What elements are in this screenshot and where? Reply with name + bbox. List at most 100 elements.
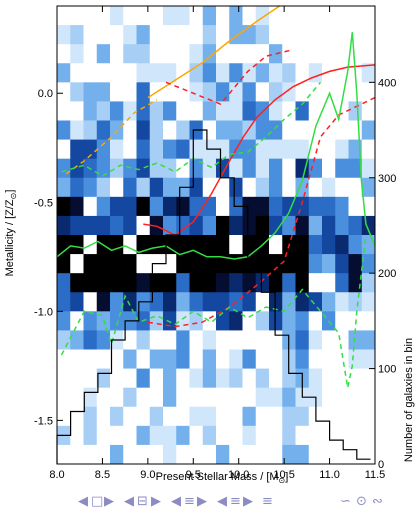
heatmap-cell — [348, 44, 363, 64]
heatmap-cell — [123, 63, 137, 83]
heatmap-cell — [242, 139, 257, 160]
heatmap-cell — [149, 273, 164, 293]
nav-icon-6[interactable]: ◀ — [171, 494, 181, 509]
heatmap-cell — [242, 368, 257, 389]
heatmap-cell — [335, 425, 349, 446]
heatmap-cell — [229, 25, 243, 45]
nav-icon-14[interactable]: ⊙ — [356, 494, 367, 509]
heatmap-cell — [322, 196, 336, 217]
heatmap-cell — [282, 387, 296, 408]
nav-icon-12[interactable]: ≡ — [262, 494, 273, 509]
nav-icon-0[interactable]: ◀ — [78, 494, 88, 509]
heatmap-cell — [83, 44, 98, 64]
heatmap-cell — [335, 273, 349, 293]
heatmap-cell — [70, 120, 84, 141]
heatmap-cell — [242, 235, 257, 255]
heatmap-cell — [216, 292, 230, 312]
heatmap-cell — [163, 25, 177, 45]
heatmap-cell — [149, 368, 164, 389]
heatmap-cell — [123, 292, 137, 312]
heatmap-cell — [149, 292, 164, 312]
heatmap-cell — [149, 101, 164, 121]
heatmap-cell — [242, 406, 257, 427]
heatmap-cell — [96, 425, 111, 446]
nav-icon-4[interactable]: ⊟ — [137, 494, 148, 509]
heatmap-cell — [348, 120, 363, 141]
heatmap-cell — [70, 292, 84, 312]
heatmap-cell — [136, 63, 151, 83]
heatmap-cell — [189, 196, 204, 217]
heatmap-cell — [123, 387, 137, 408]
heatmap-cell — [229, 406, 243, 427]
heatmap-cell — [136, 120, 151, 141]
heatmap-cell — [348, 235, 363, 255]
heatmap-cell — [110, 387, 124, 408]
heatmap-cell — [96, 387, 111, 408]
heatmap-cell — [110, 406, 124, 427]
heatmap-cell — [308, 82, 323, 102]
heatmap-cell — [176, 425, 190, 446]
heatmap-cell — [322, 273, 336, 293]
heatmap-cell — [322, 6, 336, 26]
nav-icon-15[interactable]: ∾ — [372, 494, 383, 509]
heatmap-cell — [176, 349, 190, 370]
heatmap-cell — [176, 101, 190, 121]
heatmap-cell — [202, 425, 217, 446]
heatmap-cell — [282, 6, 296, 26]
heatmap-cell — [229, 158, 243, 179]
heatmap-cell — [282, 444, 296, 465]
y2-tick-label: 300 — [378, 173, 396, 185]
nav-icon-11[interactable]: ▶ — [243, 494, 253, 509]
nav-icon-8[interactable]: ▶ — [197, 494, 207, 509]
heatmap-cell — [70, 330, 84, 350]
histogram — [56, 129, 371, 464]
heatmap-cell — [308, 292, 323, 312]
heatmap-cell — [163, 6, 177, 26]
heatmap-cell — [322, 25, 336, 45]
heatmap-cell — [282, 311, 296, 331]
nav-icon-13[interactable]: ∽ — [340, 494, 351, 509]
nav-icon-3[interactable]: ◀ — [124, 494, 134, 509]
heatmap-cell — [189, 273, 204, 293]
heatmap-cell — [176, 44, 190, 64]
heatmap-cell — [70, 406, 84, 427]
heatmap-cell — [348, 254, 363, 274]
heatmap-cell — [269, 101, 283, 121]
heatmap-cell — [163, 273, 177, 293]
heatmap-cell — [361, 311, 376, 331]
heatmap-cell — [335, 139, 349, 160]
heatmap-cell — [295, 235, 310, 255]
heatmap-cell — [322, 215, 336, 236]
nav-icon-9[interactable]: ◀ — [217, 494, 227, 509]
heatmap-cell — [308, 330, 323, 350]
nav-icon-2[interactable]: ▶ — [104, 494, 114, 509]
heatmap-cell — [242, 387, 257, 408]
heatmap-cell — [110, 292, 124, 312]
heatmap-cell — [83, 273, 98, 293]
heatmap-cell — [57, 101, 71, 121]
nav-icon-7[interactable]: ≡ — [184, 494, 195, 509]
heatmap-cell — [176, 368, 190, 389]
heatmap-cell — [83, 63, 98, 83]
heatmap-cell — [163, 292, 177, 312]
x-tick-label: 10.5 — [273, 469, 294, 481]
heatmap-cell — [322, 387, 336, 408]
heatmap-cell — [149, 44, 164, 64]
y-axis-title: Metallicity / [Z/Z⊙] — [4, 190, 18, 277]
heatmap-cell — [110, 177, 124, 198]
heatmap-cell — [269, 158, 283, 179]
nav-icon-10[interactable]: ≡ — [230, 494, 241, 509]
heatmap-cell — [282, 273, 296, 293]
heatmap-cell — [335, 387, 349, 408]
heatmap-cell — [308, 273, 323, 293]
nav-icon-1[interactable]: □ — [91, 494, 104, 509]
heatmap-cell — [229, 215, 243, 236]
heatmap-cell — [229, 330, 243, 350]
heatmap-cell — [255, 63, 270, 83]
heatmap-cell — [348, 273, 363, 293]
heatmap-cell — [149, 158, 164, 179]
x-axis: 8.0 8.5 9.0 9.5 10.0 10.5 11.0 11.5 — [49, 6, 385, 481]
heatmap-cell — [96, 44, 111, 64]
heatmap-cell — [123, 235, 137, 255]
nav-icon-5[interactable]: ▶ — [151, 494, 161, 509]
